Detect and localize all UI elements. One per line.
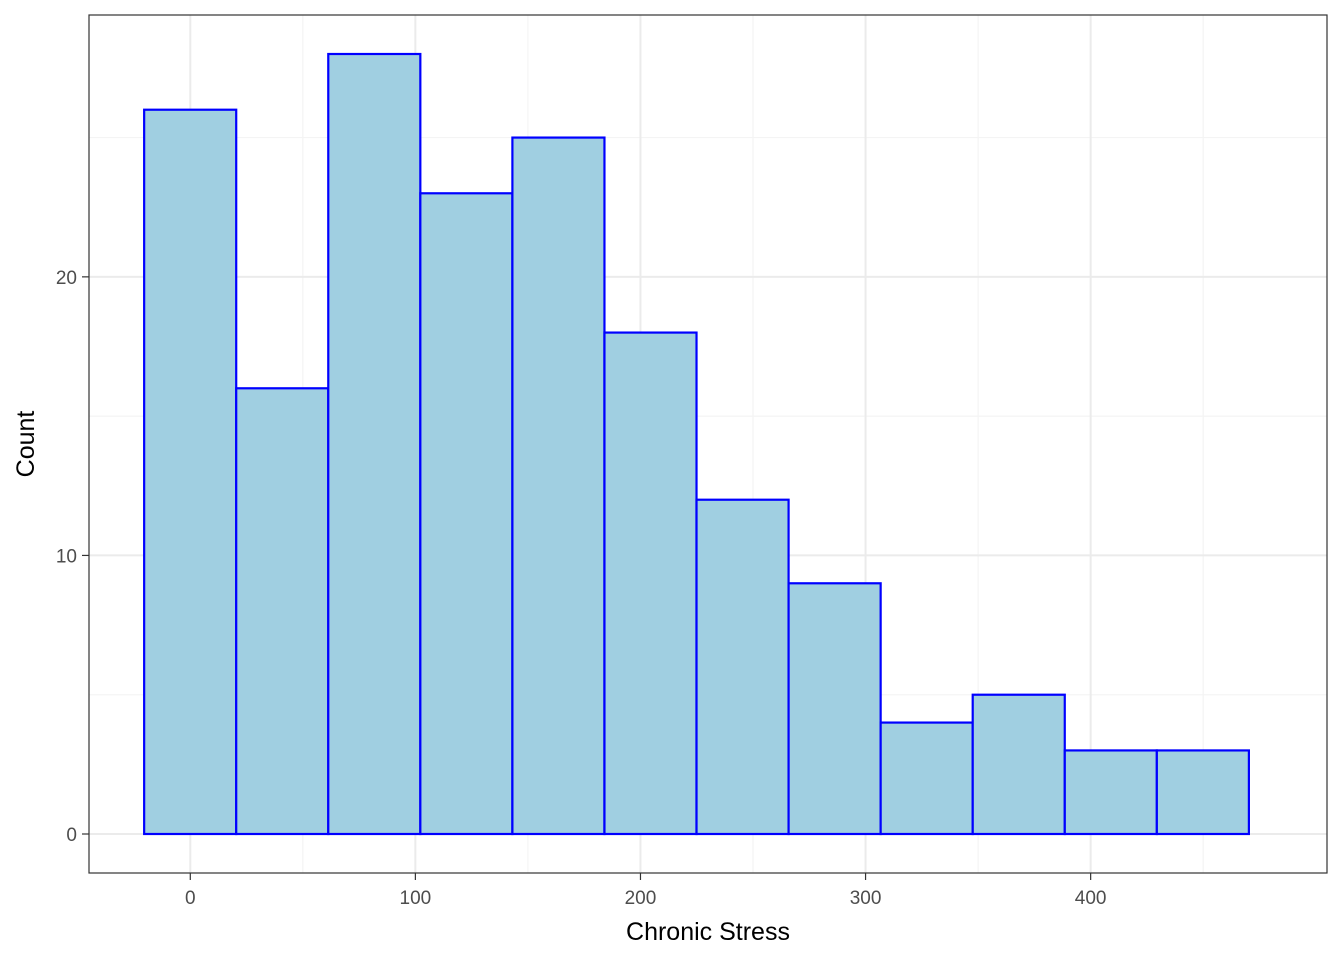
- histogram-bar-12: [1155, 749, 1250, 836]
- x-tick-label: 200: [625, 888, 657, 909]
- x-tick-label: 0: [185, 888, 196, 909]
- histogram-bar-2: [235, 387, 330, 836]
- y-axis-title: Count: [12, 411, 40, 478]
- histogram-bar-5: [511, 136, 606, 836]
- histogram-bar-10: [971, 693, 1066, 836]
- histogram-bar-1: [143, 108, 238, 836]
- x-axis-title: Chronic Stress: [626, 918, 790, 946]
- x-tick-label: 400: [1075, 888, 1107, 909]
- y-tick-label: 20: [56, 268, 77, 289]
- histogram-bar-11: [1063, 749, 1158, 836]
- histogram-bar-6: [603, 331, 698, 836]
- x-axis-ticks: 0 100 200 300 400: [185, 873, 1107, 909]
- histogram-bar-3: [327, 52, 422, 836]
- y-axis-ticks: 0 10 20: [56, 268, 89, 846]
- y-tick-label: 10: [56, 546, 77, 567]
- x-tick-label: 100: [400, 888, 432, 909]
- histogram-bar-9: [879, 721, 974, 836]
- histogram-bar-4: [419, 192, 514, 836]
- histogram-bar-8: [787, 582, 882, 836]
- x-tick-label: 300: [850, 888, 882, 909]
- y-tick-label: 0: [66, 825, 77, 846]
- histogram-bars: [143, 52, 1250, 836]
- panel-border: [88, 14, 1328, 874]
- histogram-bar-7: [695, 498, 790, 836]
